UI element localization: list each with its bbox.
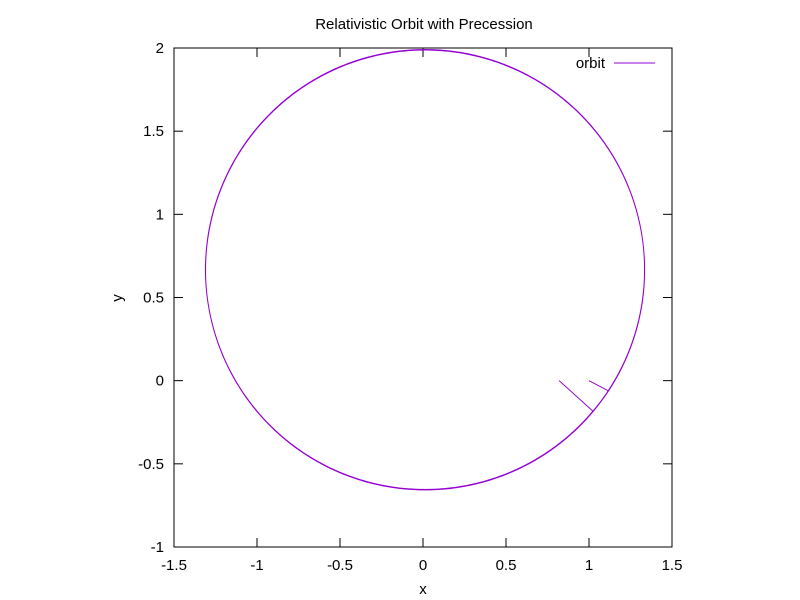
y-tick-label: -1 bbox=[151, 539, 164, 556]
y-tick-label: 0 bbox=[156, 373, 164, 390]
x-tick-label: -1 bbox=[250, 557, 263, 574]
y-axis-label: y bbox=[109, 294, 126, 302]
series-layer bbox=[204, 49, 646, 491]
legend: orbit bbox=[576, 55, 655, 72]
x-axis-label: x bbox=[419, 581, 427, 598]
x-tick-label: 1 bbox=[585, 557, 593, 574]
x-tick-label: -1.5 bbox=[161, 557, 187, 574]
y-tick-label: 1 bbox=[156, 206, 164, 223]
orbit-series-line bbox=[204, 49, 646, 491]
x-tick-label: -0.5 bbox=[327, 557, 353, 574]
x-tick-label: 0.5 bbox=[496, 557, 517, 574]
y-tick-label: 1.5 bbox=[143, 123, 164, 140]
y-tick-label: -0.5 bbox=[138, 456, 164, 473]
y-tick-labels: -1 -0.5 0 0.5 1 1.5 2 bbox=[138, 40, 164, 556]
x-tick-labels: -1.5 -1 -0.5 0 0.5 1 1.5 bbox=[161, 557, 682, 574]
y-tick-label: 0.5 bbox=[143, 290, 164, 307]
chart-title: Relativistic Orbit with Precession bbox=[315, 16, 533, 33]
x-tick-label: 0 bbox=[419, 557, 427, 574]
y-tick-label: 2 bbox=[156, 40, 164, 57]
tick-marks bbox=[173, 47, 673, 548]
plot-area bbox=[173, 47, 673, 548]
legend-label: orbit bbox=[576, 55, 606, 72]
x-tick-label: 1.5 bbox=[662, 557, 683, 574]
